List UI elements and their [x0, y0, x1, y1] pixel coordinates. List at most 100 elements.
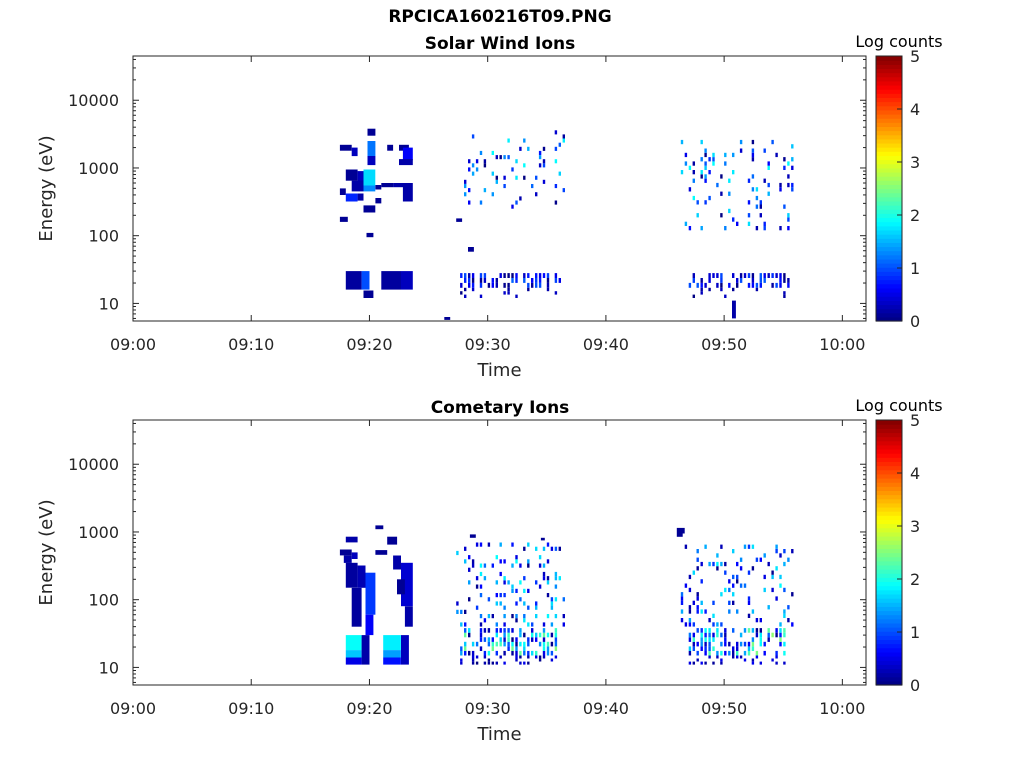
- heatmap-cell: [724, 632, 727, 638]
- heatmap-cell: [499, 542, 502, 547]
- colorbar-segment: [876, 606, 902, 612]
- heatmap-cell: [700, 226, 703, 231]
- heatmap-cell: [538, 273, 542, 278]
- heatmap-cell: [751, 566, 755, 571]
- heatmap-cell: [503, 622, 506, 627]
- heatmap-cell: [759, 282, 762, 288]
- colorbar-segment: [876, 80, 902, 86]
- heatmap-cell: [491, 646, 494, 651]
- heatmap-cell: [779, 583, 782, 588]
- heatmap-cell: [775, 596, 778, 601]
- heatmap-cell: [712, 637, 715, 642]
- colorbar-segment: [876, 184, 902, 190]
- heatmap-cell: [507, 138, 510, 143]
- heatmap-cell: [696, 213, 699, 218]
- colorbar-segment: [876, 424, 902, 429]
- colorbar-segment: [876, 142, 902, 148]
- heatmap-cell: [755, 557, 759, 562]
- heatmap-cell: [361, 271, 370, 290]
- heatmap-cell: [692, 161, 695, 166]
- heatmap-cell: [456, 550, 459, 556]
- heatmap-cell: [708, 655, 711, 659]
- colorbar-segment: [876, 118, 902, 123]
- heatmap-cell: [696, 592, 699, 597]
- heatmap-cell: [743, 628, 747, 633]
- heatmap-cell: [791, 157, 794, 162]
- heatmap-cell: [491, 192, 494, 197]
- heatmap-cell: [712, 161, 715, 166]
- figure-title: RPCICA160216T09.PNG: [388, 7, 612, 27]
- heatmap-cell: [468, 580, 471, 585]
- y-tick-label: 1000: [78, 523, 119, 542]
- heatmap-cell: [716, 282, 719, 288]
- heatmap-cell: [519, 655, 522, 659]
- heatmap-cell: [700, 637, 703, 642]
- heatmap-cell: [483, 637, 487, 642]
- heatmap-cell: [724, 161, 727, 166]
- heatmap-cell: [720, 278, 723, 283]
- heatmap-cell: [743, 641, 747, 647]
- heatmap-cell: [554, 571, 558, 577]
- heatmap-cell: [704, 628, 707, 633]
- heatmap-cell: [468, 597, 471, 602]
- heatmap-cell: [724, 570, 727, 575]
- heatmap-cell: [763, 650, 766, 656]
- heatmap-cell: [367, 141, 376, 156]
- heatmap-cell: [554, 576, 558, 581]
- heatmap-cell: [728, 641, 731, 647]
- colorbar-segment: [876, 643, 902, 649]
- heatmap-cell: [554, 641, 558, 647]
- heatmap-cell: [791, 592, 794, 597]
- heatmap-cell: [700, 291, 703, 295]
- heatmap-cell: [736, 574, 739, 580]
- heatmap-cell: [787, 618, 790, 623]
- heatmap-cell: [779, 226, 782, 231]
- heatmap-cell: [692, 632, 695, 638]
- heatmap-cell: [464, 650, 467, 656]
- heatmap-cell: [700, 170, 703, 175]
- colorbar-segment: [876, 205, 902, 210]
- heatmap-cell: [546, 650, 550, 656]
- heatmap-cell: [345, 657, 362, 665]
- heatmap-cell: [700, 278, 703, 283]
- heatmap-cell: [696, 605, 699, 610]
- heatmap-cell: [747, 213, 751, 218]
- heatmap-cell: [739, 148, 743, 153]
- heatmap-cell: [696, 596, 699, 601]
- heatmap-cell: [507, 282, 510, 288]
- heatmap-cell: [468, 247, 474, 252]
- heatmap-cell: [724, 561, 727, 567]
- heatmap-cell: [542, 632, 546, 638]
- heatmap-cell: [507, 580, 510, 585]
- heatmap-cell: [751, 646, 755, 651]
- heatmap-cell: [755, 628, 759, 633]
- heatmap-cell: [366, 232, 374, 238]
- heatmap-cell: [554, 291, 558, 295]
- heatmap-cell: [692, 646, 695, 651]
- heatmap-cell: [736, 561, 739, 567]
- heatmap-cell: [487, 542, 491, 547]
- colorbar-segment: [876, 511, 902, 516]
- heatmap-cell: [479, 571, 483, 577]
- heatmap-cell: [542, 650, 546, 656]
- heatmap-cell: [755, 632, 759, 638]
- heatmap-cell: [708, 157, 711, 162]
- colorbar-segment: [876, 622, 902, 628]
- heatmap-cell: [554, 130, 558, 135]
- heatmap-cell: [558, 278, 561, 283]
- heatmap-cell: [791, 622, 794, 627]
- heatmap-cell: [558, 142, 561, 147]
- heatmap-cell: [531, 637, 534, 642]
- heatmap-cell: [519, 196, 522, 201]
- heatmap-cell: [779, 637, 782, 642]
- colorbar-tick-label: 3: [910, 517, 920, 536]
- colorbar-segment: [876, 527, 902, 533]
- heatmap-cell: [751, 544, 755, 549]
- heatmap-cell: [383, 657, 401, 665]
- heatmap-cell: [527, 661, 530, 665]
- heatmap-cell: [712, 632, 715, 638]
- heatmap-cell: [554, 614, 558, 619]
- heatmap-cell: [487, 637, 491, 642]
- colorbar-segment: [876, 151, 902, 156]
- heatmap-cell: [700, 287, 703, 292]
